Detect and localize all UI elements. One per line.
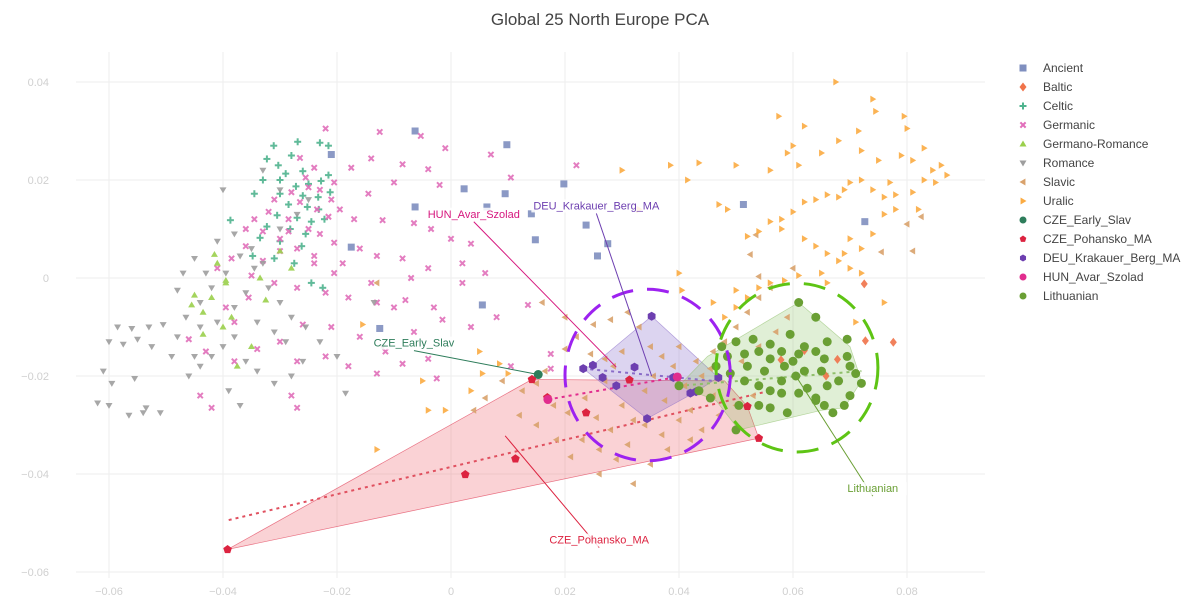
svg-text:CZE_Early_Slav: CZE_Early_Slav [374,338,455,350]
svg-text:0.04: 0.04 [668,586,689,598]
svg-text:0.08: 0.08 [896,586,917,598]
diamond-marker-icon [1019,82,1027,91]
triangle-left-marker-icon [1019,178,1026,185]
legend-item-ancient[interactable]: Ancient [1014,58,1180,77]
x-marker-icon [1019,121,1027,128]
data-points [94,78,951,554]
svg-text:−0.02: −0.02 [323,586,351,598]
pentagon-marker-icon [1019,235,1027,242]
legend-item-hun-avar-szolad[interactable]: HUN_Avar_Szolad [1014,267,1180,286]
legend-item-deu-krakauer-berg-ma[interactable]: DEU_Krakauer_Berg_MA [1014,248,1180,267]
svg-text:−0.06: −0.06 [21,567,49,579]
legend-item-romance[interactable]: Romance [1014,153,1180,172]
svg-text:DEU_Krakauer_Berg_MA: DEU_Krakauer_Berg_MA [533,200,660,212]
svg-text:−0.04: −0.04 [209,586,237,598]
svg-text:Lithuanian: Lithuanian [847,483,898,495]
legend-item-uralic[interactable]: Uralic [1014,191,1180,210]
hexagon-marker-icon [1019,254,1027,261]
circle-marker-icon [1019,292,1027,299]
axis-ticks: −0.06 −0.04 −0.02 0 0.02 0.04 0.06 0.08 0.04 0.02… [21,77,918,598]
triangle-down-marker-icon [1019,160,1027,166]
annotations: HUN_Avar_Szolad DEU_Krakauer_Berg_MA CZE_E… [367,199,907,548]
svg-text:0.04: 0.04 [28,77,49,89]
svg-text:−0.02: −0.02 [21,371,49,383]
svg-text:HUN_Avar_Szolad: HUN_Avar_Szolad [428,209,520,221]
svg-text:0.02: 0.02 [554,586,575,598]
svg-text:−0.04: −0.04 [21,469,49,481]
legend-item-celtic[interactable]: Celtic [1014,96,1180,115]
svg-text:0: 0 [43,273,49,285]
triangle-right-marker-icon [1020,197,1027,204]
circle-marker-icon [1019,273,1027,280]
legend-item-slavic[interactable]: Slavic [1014,172,1180,191]
square-marker-icon [1019,64,1027,71]
legend-item-germanic[interactable]: Germanic [1014,115,1180,134]
svg-text:−0.06: −0.06 [95,586,123,598]
triangle-up-marker-icon [1019,140,1027,146]
chart-title: Global 25 North Europe PCA [490,10,710,29]
legend-item-cze-early-slav[interactable]: CZE_Early_Slav [1014,210,1180,229]
svg-text:0.02: 0.02 [28,175,49,187]
legend-item-germano-romance[interactable]: Germano-Romance [1014,134,1180,153]
svg-text:CZE_Pohansko_MA: CZE_Pohansko_MA [549,535,649,547]
legend-item-cze-pohansko-ma[interactable]: CZE_Pohansko_MA [1014,229,1180,248]
cross-marker-icon [1019,102,1027,109]
legend-item-lithuanian[interactable]: Lithuanian [1014,286,1180,305]
group-hulls [227,302,862,550]
svg-text:0: 0 [448,586,454,598]
trendlines [228,367,862,522]
legend-item-baltic[interactable]: Baltic [1014,77,1180,96]
svg-text:0.06: 0.06 [782,586,803,598]
confidence-ellipses [563,281,880,463]
circle-marker-icon [1019,216,1027,223]
gridlines [76,52,985,578]
legend: Ancient Baltic Celtic Germanic Germano-R… [1014,58,1180,305]
